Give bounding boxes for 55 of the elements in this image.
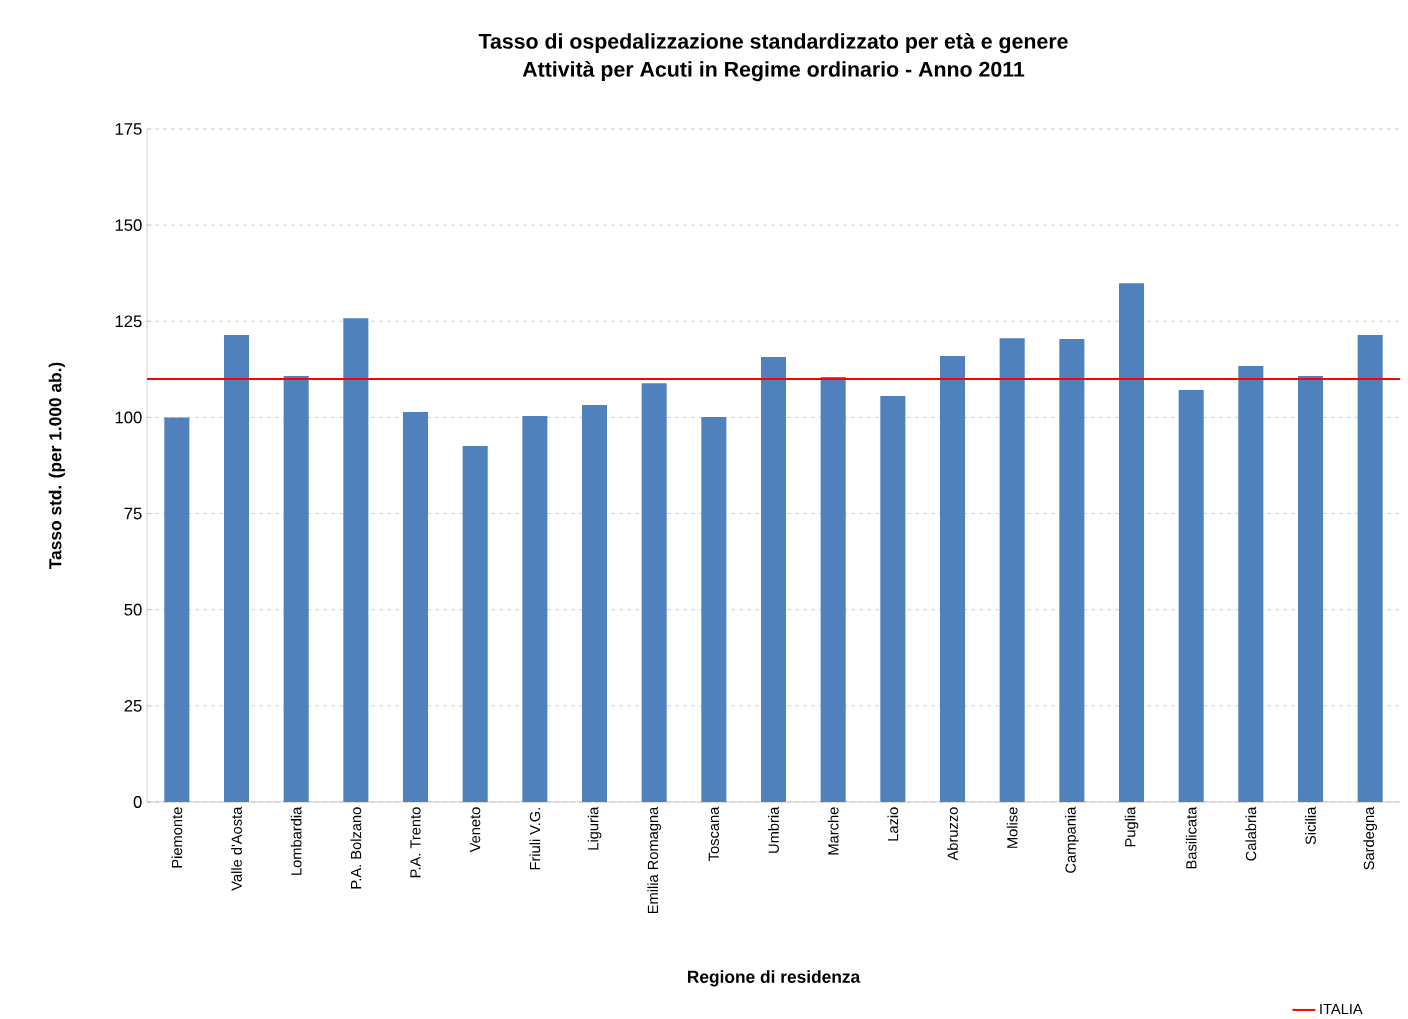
x-tick-label: P.A. Trento: [410, 807, 421, 878]
bar: [641, 383, 667, 802]
bar: [223, 335, 250, 802]
x-tick-label: Abruzzo: [947, 807, 958, 861]
bar: [164, 417, 190, 802]
chart-subtitle: Attività per Acuti in Regime ordinario - Anno 2011: [522, 60, 1025, 82]
x-tick-label: Molise: [1006, 807, 1018, 848]
bar: [880, 395, 906, 802]
bar: [581, 405, 608, 802]
x-tick-label: Sicilia: [1305, 806, 1316, 845]
bar: [1059, 338, 1085, 802]
x-tick-label: Veneto: [470, 807, 481, 853]
y-tick-label: 75: [124, 507, 142, 520]
x-tick-label: Piemonte: [171, 807, 183, 868]
y-tick-label: 25: [124, 699, 142, 712]
x-axis-title: Regione di residenza: [687, 970, 861, 987]
y-tick-label: 50: [124, 603, 142, 616]
x-tick-label: Friuli V.G.: [529, 808, 541, 870]
x-tick-label: Valle d'Aosta: [231, 806, 242, 891]
y-tick-label: 0: [133, 796, 142, 808]
bar: [402, 412, 429, 802]
x-tick-label: Toscana: [708, 806, 719, 861]
chart-title: Tasso di ospedalizzazione standardizzato per età e genere: [478, 32, 1068, 54]
y-tick-label: 125: [115, 315, 142, 328]
bar: [1238, 365, 1264, 802]
bar: [462, 445, 488, 802]
bar: [1297, 375, 1324, 802]
bar: [820, 377, 846, 802]
bar: [522, 415, 548, 802]
bar: [999, 338, 1025, 802]
x-tick-label: Liguria: [587, 806, 602, 850]
x-tick-label: Emilia Romagna: [647, 806, 661, 914]
bar: [939, 355, 966, 802]
bar: [283, 375, 309, 802]
y-tick-label: 100: [115, 411, 142, 424]
bar: [343, 318, 369, 802]
x-tick-label: Calabria: [1245, 806, 1257, 861]
x-tick-label: Umbria: [768, 806, 779, 853]
x-tick-label: Lazio: [887, 807, 899, 841]
legend-label: ITALIA: [1320, 1003, 1363, 1014]
x-tick-label: Campania: [1065, 806, 1079, 873]
x-tick-label: P.A. Bolzano: [350, 807, 362, 889]
x-tick-label: Basilicata: [1185, 806, 1197, 869]
bar: [1118, 283, 1145, 802]
x-tick-label: Marche: [827, 807, 839, 855]
bar: [1178, 390, 1204, 802]
bar: [1357, 335, 1383, 802]
bar: [701, 417, 727, 802]
y-tick-label: 175: [115, 123, 142, 135]
bar: [760, 357, 787, 802]
x-tick-label: Lombardia: [290, 806, 302, 875]
x-tick-label: Puglia: [1124, 806, 1139, 847]
y-tick-label: 150: [115, 219, 142, 232]
y-axis-title: Tasso std. (per 1.000 ab.): [48, 362, 65, 570]
x-tick-label: Sardegna: [1363, 806, 1377, 870]
